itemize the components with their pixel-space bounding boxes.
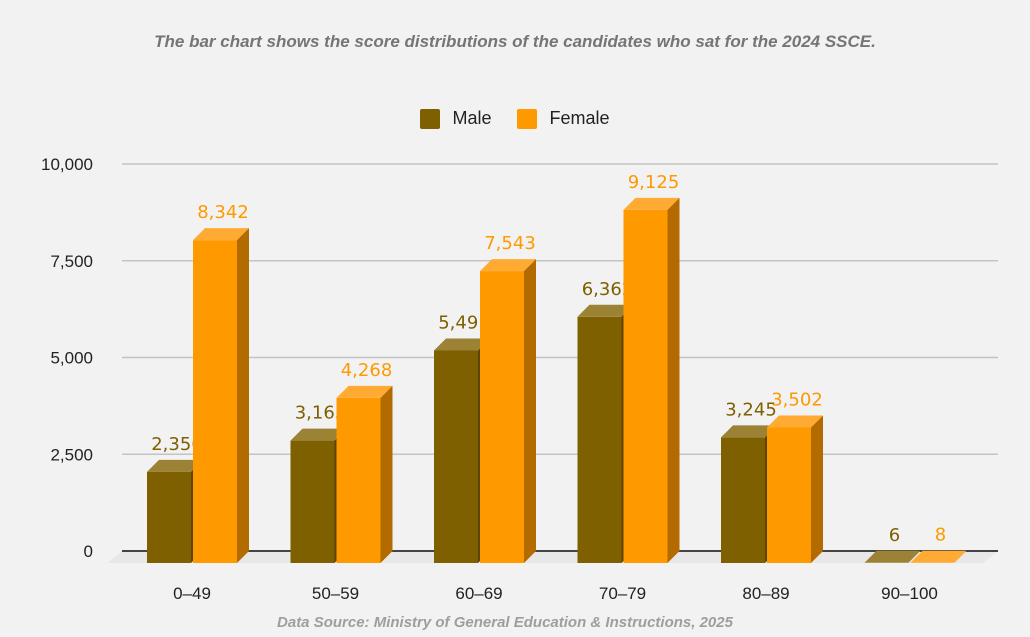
data-label-female: 7,543	[484, 233, 536, 254]
legend-item-male[interactable]: Male	[420, 108, 491, 129]
legend-label-male: Male	[452, 108, 492, 128]
bar-top-female-2	[480, 259, 536, 272]
x-tick-label: 60–69	[455, 584, 502, 603]
bar-male-4	[721, 437, 765, 563]
legend-item-female[interactable]: Female	[517, 108, 610, 129]
chart-subtitle: The bar chart shows the score distributi…	[154, 32, 876, 51]
bar-top-female-4	[767, 415, 823, 428]
x-tick-label: 50–59	[312, 584, 359, 603]
data-label-male: 2,356	[151, 434, 203, 455]
data-label-male: 3,163	[295, 403, 347, 424]
bar-female-2	[480, 271, 524, 563]
legend-label-female: Female	[549, 108, 610, 128]
data-source-note: Data Source: Ministry of General Educati…	[277, 614, 733, 631]
bar-female-0	[193, 240, 237, 563]
data-label-male: 6,362	[582, 279, 634, 300]
x-tick-label: 80–89	[742, 584, 789, 603]
y-tick-label: 7,500	[50, 252, 93, 271]
bar-female-1	[336, 397, 381, 563]
bar-female-3	[623, 209, 668, 564]
bar-male-0	[147, 471, 191, 563]
bar-male-2	[434, 350, 478, 563]
bar-female-4	[767, 427, 811, 563]
bar-top-male-0	[147, 459, 203, 472]
bar-top-female-5	[910, 550, 967, 563]
bar-top-female-0	[193, 228, 249, 241]
bar-side-female-1	[380, 385, 393, 563]
x-tick-label: 0–49	[173, 584, 211, 603]
legend-swatch-female	[517, 108, 538, 129]
bar-top-male-5	[864, 550, 921, 563]
data-label-male: 5,491	[438, 312, 490, 333]
bar-top-male-1	[290, 428, 347, 441]
bar-male-1	[290, 440, 335, 563]
bar-top-female-3	[623, 197, 680, 210]
bar-top-male-4	[721, 425, 777, 438]
data-label-female: 9,125	[628, 172, 680, 193]
legend: Male Female	[0, 108, 1030, 129]
y-tick-label: 10,000	[41, 155, 93, 174]
bar-side-female-4	[811, 415, 823, 563]
bar-top-male-3	[577, 304, 634, 317]
bar-male-3	[577, 316, 622, 563]
y-tick-label: 0	[84, 542, 93, 561]
data-label-male: 3,245	[725, 399, 777, 420]
bar-side-female-0	[237, 228, 249, 563]
legend-swatch-male	[420, 108, 441, 129]
data-label-female: 4,268	[341, 360, 393, 381]
data-label-female: 8,342	[197, 202, 249, 223]
bar-top-female-1	[336, 385, 393, 398]
y-tick-label: 5,000	[50, 349, 93, 368]
bar-side-female-2	[524, 259, 536, 563]
data-label-male: 6	[889, 525, 900, 546]
data-label-female: 8	[935, 525, 946, 546]
y-tick-label: 2,500	[50, 445, 93, 464]
bar-side-female-3	[667, 197, 680, 564]
data-label-female: 3,502	[771, 389, 823, 410]
x-tick-label: 70–79	[599, 584, 646, 603]
bar-top-male-2	[434, 338, 490, 351]
x-tick-label: 90–100	[881, 584, 938, 603]
